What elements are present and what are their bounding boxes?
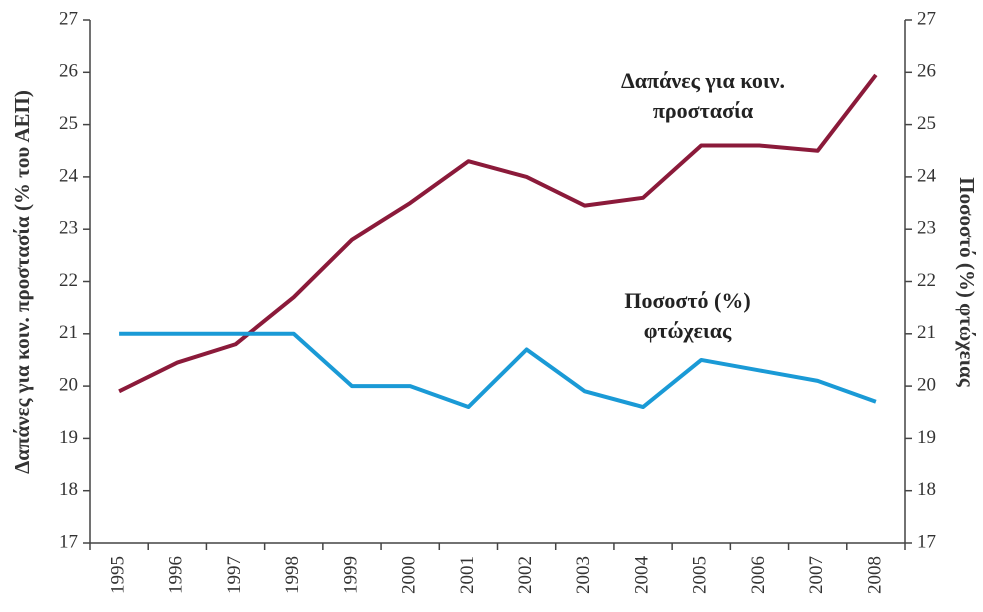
x-tick-label: 1995 <box>107 556 128 594</box>
y2-tick-label: 23 <box>917 218 936 239</box>
x-tick-label: 1998 <box>282 556 303 594</box>
y-tick-label: 24 <box>59 165 79 186</box>
series-label: Δαπάνες για κοιν. προστασία <box>620 68 786 123</box>
x-tick-label: 2008 <box>864 556 885 594</box>
y2-tick-label: 19 <box>917 427 936 448</box>
series-label: Ποσοστό (%) φτώχειας <box>624 288 751 343</box>
data-line <box>119 331 877 410</box>
y-tick-label: 19 <box>59 427 78 448</box>
x-tick-label: 2006 <box>748 556 769 594</box>
y-tick-label: 27 <box>59 8 78 29</box>
y2-tick-label: 27 <box>917 8 936 29</box>
y-tick-label: 26 <box>59 61 78 82</box>
x-tick-label: 2000 <box>399 556 420 594</box>
y-tick-label: 17 <box>59 531 78 552</box>
y-tick-label: 25 <box>59 113 78 134</box>
y2-tick-label: 21 <box>917 322 936 343</box>
x-tick-label: 1996 <box>166 556 187 594</box>
x-tick-label: 2004 <box>631 556 652 595</box>
y2-tick-label: 20 <box>917 374 936 395</box>
y2-tick-label: 22 <box>917 270 936 291</box>
x-tick-label: 1997 <box>224 556 245 594</box>
y-axis-label: Δαπάνες για κοιν. προστασία (% του ΑΕΠ) <box>10 90 34 474</box>
y2-tick-label: 18 <box>917 479 936 500</box>
x-tick-label: 2003 <box>573 556 594 594</box>
x-tick-label: 2005 <box>690 556 711 594</box>
y-tick-label: 21 <box>59 322 78 343</box>
y-tick-label: 23 <box>59 218 78 239</box>
x-tick-label: 2002 <box>515 556 536 594</box>
x-tick-label: 2007 <box>806 556 827 594</box>
data-line <box>118 73 878 394</box>
y2-tick-label: 17 <box>917 531 936 552</box>
x-tick-label: 1999 <box>340 556 361 594</box>
x-tick-label: 2001 <box>457 556 478 594</box>
y-tick-label: 22 <box>59 270 78 291</box>
y2-tick-label: 25 <box>917 113 936 134</box>
y-tick-label: 18 <box>59 479 78 500</box>
y2-tick-label: 26 <box>917 61 936 82</box>
y-tick-label: 20 <box>59 374 78 395</box>
y2-axis-label: Ποσοστό (%) φτώχειας <box>955 177 979 388</box>
y2-tick-label: 24 <box>917 165 937 186</box>
